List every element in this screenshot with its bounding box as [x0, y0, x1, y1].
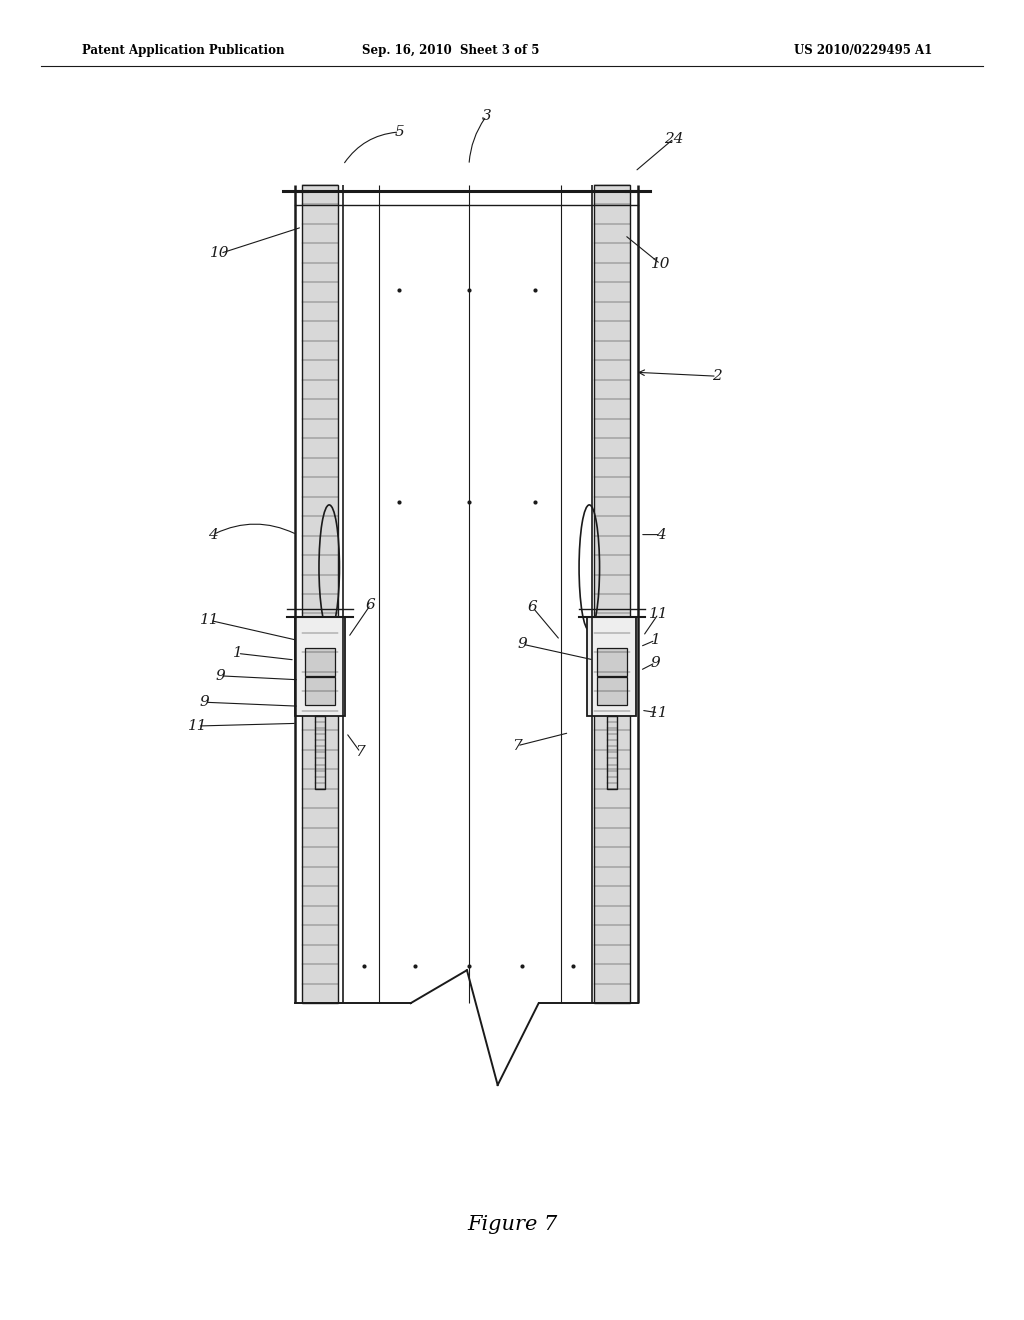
Text: 10: 10: [650, 257, 671, 271]
Text: 11: 11: [648, 607, 669, 620]
Polygon shape: [587, 618, 636, 715]
Text: 9: 9: [215, 669, 225, 682]
Text: 1: 1: [232, 647, 243, 660]
Text: 6: 6: [366, 598, 376, 611]
Text: 11: 11: [200, 614, 220, 627]
Polygon shape: [594, 185, 630, 1003]
Polygon shape: [597, 677, 627, 705]
Polygon shape: [597, 648, 627, 676]
Text: 7: 7: [355, 746, 366, 759]
Text: 5: 5: [394, 125, 404, 139]
Text: 10: 10: [210, 247, 230, 260]
Text: 24: 24: [664, 132, 684, 145]
Text: 11: 11: [187, 719, 208, 733]
Text: 11: 11: [648, 706, 669, 719]
Polygon shape: [295, 618, 344, 715]
Text: 7: 7: [512, 739, 522, 752]
Text: Figure 7: Figure 7: [467, 1216, 557, 1234]
Polygon shape: [302, 185, 338, 1003]
Text: 9: 9: [200, 696, 210, 709]
Text: 6: 6: [527, 601, 538, 614]
Text: 1: 1: [650, 634, 660, 647]
Text: US 2010/0229495 A1: US 2010/0229495 A1: [794, 44, 932, 57]
Polygon shape: [315, 715, 325, 788]
Text: 3: 3: [481, 110, 492, 123]
Text: 2: 2: [712, 370, 722, 383]
Polygon shape: [305, 648, 335, 676]
Text: 9: 9: [517, 638, 527, 651]
Polygon shape: [607, 715, 616, 788]
Polygon shape: [305, 677, 335, 705]
Text: Patent Application Publication: Patent Application Publication: [82, 44, 285, 57]
Text: Sep. 16, 2010  Sheet 3 of 5: Sep. 16, 2010 Sheet 3 of 5: [361, 44, 540, 57]
Text: 9: 9: [650, 656, 660, 669]
Text: 4: 4: [208, 528, 218, 541]
Text: 4: 4: [655, 528, 666, 541]
